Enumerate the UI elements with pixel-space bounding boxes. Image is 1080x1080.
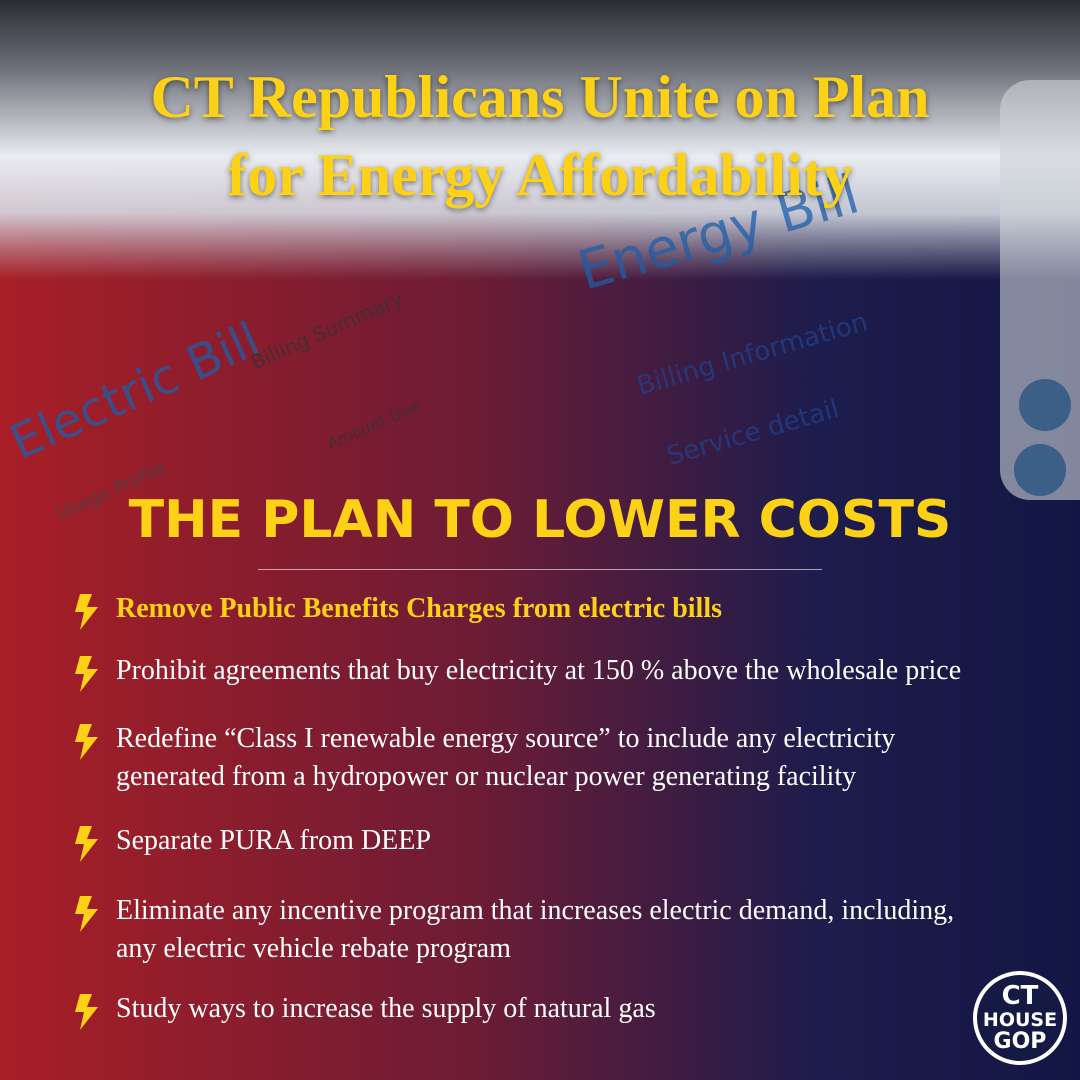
bolt-icon bbox=[75, 826, 98, 862]
plan-item: Separate PURA from DEEP bbox=[72, 822, 992, 862]
plan-item: Eliminate any incentive program that inc… bbox=[72, 892, 992, 968]
plan-heading: THE PLAN TO LOWER COSTS bbox=[128, 490, 952, 550]
plan-item: Remove Public Benefits Charges from elec… bbox=[72, 590, 992, 630]
plan-item-text: Prohibit agreements that buy electricity… bbox=[116, 655, 962, 686]
plan-item: Redefine “Class I renewable energy sourc… bbox=[72, 720, 992, 796]
title-line: for Energy Affordability bbox=[227, 142, 853, 208]
plan-item: Prohibit agreements that buy electricity… bbox=[72, 652, 992, 692]
bolt-icon bbox=[75, 594, 98, 630]
plan-item-text: Study ways to increase the supply of nat… bbox=[116, 993, 656, 1024]
title: CT Republicans Unite on Plan for Energy … bbox=[0, 58, 1080, 214]
bolt-icon bbox=[75, 656, 98, 692]
bolt-icon bbox=[75, 994, 98, 1030]
plan-item-text: Eliminate any incentive program that inc… bbox=[116, 895, 955, 964]
plan-item-text: Separate PURA from DEEP bbox=[116, 825, 431, 856]
bolt-icon bbox=[75, 896, 98, 932]
logo-text: CT bbox=[1002, 981, 1039, 1011]
title-line: CT Republicans Unite on Plan bbox=[150, 64, 930, 130]
logo-text: HOUSE bbox=[983, 1009, 1057, 1031]
bolt-icon bbox=[75, 724, 98, 760]
logo: CT HOUSE GOP bbox=[973, 971, 1067, 1065]
divider bbox=[258, 569, 822, 570]
plan-item-text: Remove Public Benefits Charges from elec… bbox=[116, 593, 723, 624]
plan-item: Study ways to increase the supply of nat… bbox=[72, 990, 992, 1030]
plan-item-text: Redefine “Class I renewable energy sourc… bbox=[116, 723, 896, 792]
logo-text: GOP bbox=[994, 1029, 1047, 1054]
